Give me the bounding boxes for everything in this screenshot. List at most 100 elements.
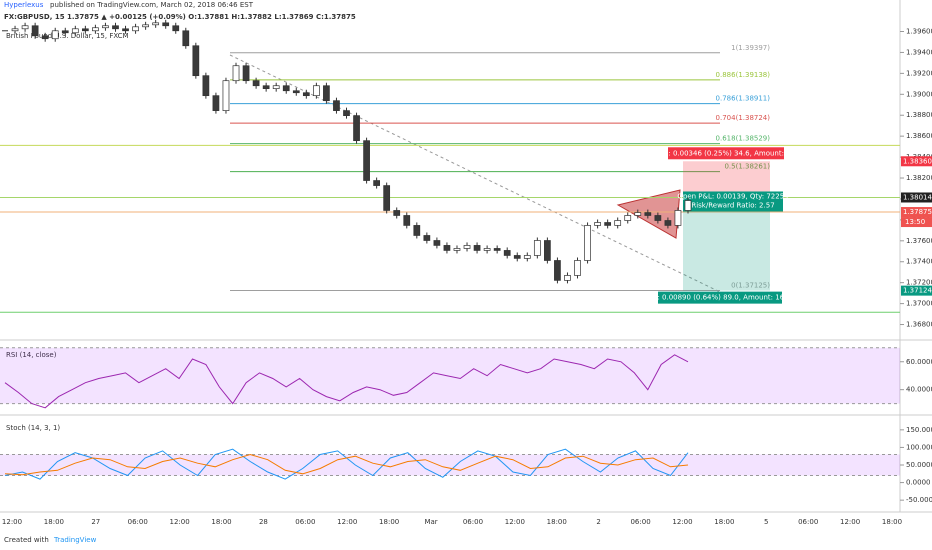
candle xyxy=(212,95,220,111)
fib-label: 0.886(1.39138) xyxy=(716,71,771,79)
y-tick-label: 1.37600 xyxy=(906,237,932,245)
indicator-line xyxy=(4,354,689,409)
x-tick-label: 06:00 xyxy=(128,518,148,526)
stoch-title: Stoch (14, 3, 1) xyxy=(6,424,60,432)
candle xyxy=(343,110,350,117)
y-tick-label: 1.36800 xyxy=(906,321,932,329)
x-tick-label: 06:00 xyxy=(630,518,650,526)
candle xyxy=(523,255,531,259)
candle xyxy=(423,235,431,241)
candle xyxy=(272,85,280,90)
y-tick-label: -50.0000 xyxy=(906,496,932,504)
footer-brand: TradingView xyxy=(53,536,97,544)
price-tag-label: 1.37875 xyxy=(903,208,932,216)
stop-label: Stop: 0.00346 (0.25%) 34.6, Amount: 750 xyxy=(652,149,799,157)
candle xyxy=(61,30,69,34)
candle xyxy=(122,28,129,32)
candle xyxy=(684,200,692,211)
candle xyxy=(513,255,521,259)
candle xyxy=(202,75,210,97)
candle xyxy=(373,180,380,186)
countdown: 13:50 xyxy=(905,218,925,226)
candle xyxy=(554,260,561,281)
fib-label: 1(1.39397) xyxy=(731,44,770,52)
band-fill xyxy=(0,347,900,404)
x-tick-label: 18:00 xyxy=(44,518,64,526)
x-tick-label: Mar xyxy=(424,518,437,526)
candle xyxy=(71,28,79,34)
candle xyxy=(574,260,581,276)
candle xyxy=(292,90,300,94)
trend-line xyxy=(229,54,721,293)
candle xyxy=(323,85,330,102)
x-tick-label: 06:00 xyxy=(463,518,483,526)
candle xyxy=(142,24,149,28)
instrument: British Pound/U.S. Dollar, 15, FXCM xyxy=(6,32,129,40)
fib-label: 0.618(1.38529) xyxy=(716,135,771,143)
price-tag-label: 1.38360 xyxy=(903,157,932,165)
target-zone xyxy=(683,197,770,291)
x-tick-label: 18:00 xyxy=(211,518,231,526)
publisher: Hyperlexus xyxy=(4,1,44,9)
candle xyxy=(132,26,139,32)
countdown-bg xyxy=(901,217,932,228)
x-tick-label: 12:00 xyxy=(672,518,692,526)
candle xyxy=(644,212,652,216)
pnl-label: Open P&L: 0.00139, Qty: 72254 xyxy=(677,192,789,200)
candle xyxy=(463,245,471,249)
y-tick-label: 40.0000 xyxy=(906,386,932,394)
y-tick-label: 1.38600 xyxy=(906,132,932,140)
y-tick-label: 150.0000 xyxy=(906,426,932,434)
candle xyxy=(51,30,59,40)
rr-label: Risk/Reward Ratio: 2.57 xyxy=(691,201,774,209)
published: published on TradingView.com, March 02, … xyxy=(50,1,254,9)
y-tick-label: 1.38800 xyxy=(906,111,932,119)
candle xyxy=(353,115,360,142)
candle xyxy=(192,45,200,77)
candle xyxy=(624,215,632,221)
x-tick-label: 12:00 xyxy=(2,518,22,526)
y-tick-label: 60.0000 xyxy=(906,358,932,366)
candle xyxy=(393,210,401,216)
rsi-title: RSI (14, close) xyxy=(6,351,57,359)
symbol-line: FX:GBPUSD, 15 1.37875 ▲ +0.00125 (+0.09%… xyxy=(4,13,356,21)
candle xyxy=(92,27,99,32)
candle xyxy=(172,25,180,32)
x-tick-label: 27 xyxy=(91,518,100,526)
y-tick-label: 1.38200 xyxy=(906,174,932,182)
y-tick-label: 1.39400 xyxy=(906,48,932,56)
candle xyxy=(81,28,89,32)
x-tick-label: 5 xyxy=(764,518,768,526)
y-tick-label: 1.37200 xyxy=(906,279,932,287)
price-tag xyxy=(901,285,932,296)
x-tick-label: 2 xyxy=(596,518,600,526)
candle xyxy=(11,28,19,32)
candle xyxy=(363,140,370,181)
fib-label: 0(1.37125) xyxy=(731,282,770,290)
candle xyxy=(634,212,642,216)
candle xyxy=(584,225,591,261)
candle xyxy=(112,25,119,30)
y-tick-label: 0.0000 xyxy=(906,479,931,487)
fib-label: 0.704(1.38724) xyxy=(716,114,771,122)
candle xyxy=(483,248,491,251)
candle xyxy=(41,35,49,40)
stop-zone xyxy=(683,161,770,198)
candle xyxy=(664,220,672,226)
x-tick-label: 18:00 xyxy=(714,518,734,526)
candle xyxy=(433,240,441,246)
fib-label: 0.786(1.38911) xyxy=(716,95,771,103)
candle xyxy=(102,25,109,29)
candle xyxy=(182,30,190,47)
candle xyxy=(313,85,320,97)
x-tick-label: 28 xyxy=(259,518,268,526)
target-label-bg xyxy=(658,291,782,304)
target-label: Target: 0.00890 (0.64%) 89.0, Amount: 16… xyxy=(635,294,805,302)
candle xyxy=(614,220,622,226)
candle xyxy=(262,85,270,90)
candle xyxy=(232,65,240,82)
candle xyxy=(533,240,541,256)
candle xyxy=(443,245,451,251)
price-tag xyxy=(901,192,932,203)
